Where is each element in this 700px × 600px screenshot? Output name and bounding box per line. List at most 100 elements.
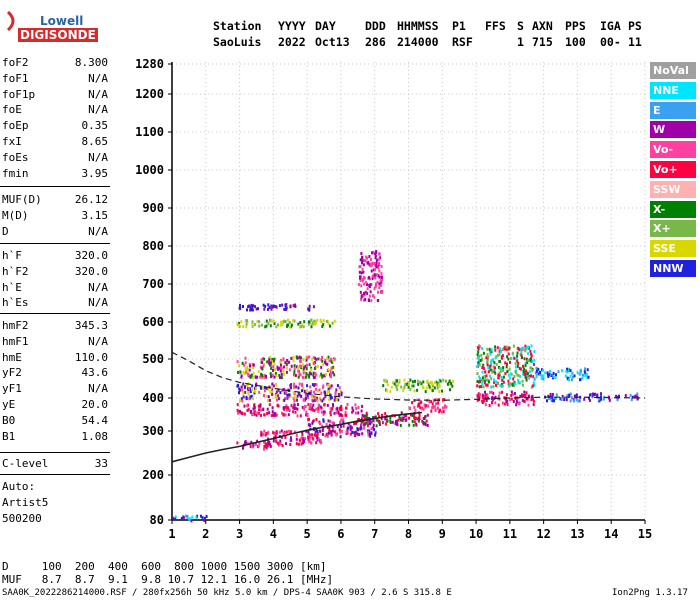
echo-point	[596, 394, 599, 397]
echo-point	[573, 394, 576, 398]
echo-point	[297, 322, 300, 326]
echo-point	[385, 380, 388, 383]
echo-point	[276, 394, 279, 398]
echo-point	[375, 263, 378, 267]
echo-point	[361, 404, 364, 408]
echo-point	[319, 318, 322, 322]
echo-point	[364, 298, 367, 301]
echo-point	[482, 367, 485, 370]
echo-point	[254, 386, 256, 390]
echo-point	[246, 368, 249, 372]
echo-point	[555, 373, 557, 377]
echo-point	[487, 380, 490, 384]
echo-point	[279, 360, 282, 364]
echo-point	[253, 410, 256, 414]
echo-point	[293, 382, 296, 386]
echo-cluster	[236, 355, 336, 380]
echo-point	[312, 305, 315, 309]
echo-point	[324, 395, 327, 398]
echo-point	[298, 438, 301, 442]
parameter-row: C-level 33	[2, 457, 108, 472]
echo-point	[514, 362, 517, 365]
echo-point	[264, 325, 267, 329]
echo-point	[549, 395, 552, 399]
echo-point	[498, 371, 501, 375]
echo-point	[445, 405, 448, 409]
parameter-value: 320.0	[74, 264, 108, 278]
echo-point	[360, 252, 363, 255]
echo-point	[598, 399, 601, 403]
echo-point	[535, 366, 538, 370]
echo-point	[244, 390, 247, 394]
echo-point	[485, 399, 488, 402]
echo-point	[361, 259, 364, 263]
echo-point	[486, 393, 489, 397]
echo-point	[267, 431, 270, 435]
parameter-value: N/A	[88, 71, 108, 85]
parameter-name: B1	[2, 429, 16, 443]
echo-point	[290, 325, 293, 329]
echo-point	[353, 433, 356, 437]
logo-line1: Lowell	[40, 14, 84, 28]
parameter-row: foEp 0.35	[2, 119, 108, 134]
echo-point	[511, 351, 514, 355]
echo-point	[360, 284, 363, 288]
echo-point	[309, 385, 312, 389]
echo-point	[260, 413, 262, 417]
echo-point	[252, 363, 255, 367]
echo-point	[312, 403, 315, 407]
echo-point	[378, 420, 381, 424]
echo-point	[306, 393, 309, 397]
echo-point	[478, 380, 480, 384]
echo-point	[316, 429, 319, 433]
echo-point	[491, 368, 494, 372]
echo-point	[336, 407, 339, 411]
echo-point	[398, 416, 401, 420]
echo-point	[569, 374, 572, 378]
echo-point	[268, 403, 271, 407]
echo-point	[321, 433, 324, 436]
echo-point	[271, 382, 274, 386]
echo-point	[323, 403, 326, 407]
echo-point	[285, 370, 288, 374]
echo-point	[318, 429, 321, 433]
echo-point	[330, 357, 333, 361]
echo-point	[267, 307, 269, 311]
legend-item: X+	[650, 220, 696, 238]
echo-point	[336, 425, 339, 429]
echo-point	[374, 254, 377, 258]
echo-point	[485, 383, 488, 387]
echo-point	[484, 377, 487, 381]
echo-point	[255, 386, 258, 390]
echo-point	[381, 278, 384, 282]
echo-point	[241, 412, 244, 416]
parameter-name: hmF2	[2, 319, 29, 332]
echo-point	[249, 364, 251, 368]
echo-point	[255, 382, 258, 386]
echo-point	[243, 412, 246, 416]
echo-point	[370, 427, 373, 431]
echo-point	[368, 263, 371, 267]
echo-point	[243, 404, 246, 408]
echo-point	[507, 379, 510, 383]
echo-point	[537, 372, 540, 376]
echo-point	[412, 384, 415, 388]
echo-point	[257, 411, 260, 415]
echo-point	[484, 393, 487, 397]
echo-point	[242, 370, 245, 374]
parameter-value: 43.6	[81, 366, 109, 380]
echo-point	[305, 358, 308, 362]
echo-point	[356, 427, 359, 431]
echo-point	[498, 353, 501, 357]
echo-point	[519, 367, 522, 371]
parameter-row: h`F2 320.0	[2, 265, 108, 280]
header-label: PS	[628, 19, 642, 33]
echo-point	[531, 360, 534, 363]
echo-point	[397, 383, 400, 387]
echo-point	[290, 356, 293, 360]
echo-point	[247, 392, 250, 396]
echo-point	[279, 358, 282, 362]
echo-point	[275, 398, 278, 402]
echo-point	[365, 411, 368, 415]
separator-line	[0, 243, 110, 244]
